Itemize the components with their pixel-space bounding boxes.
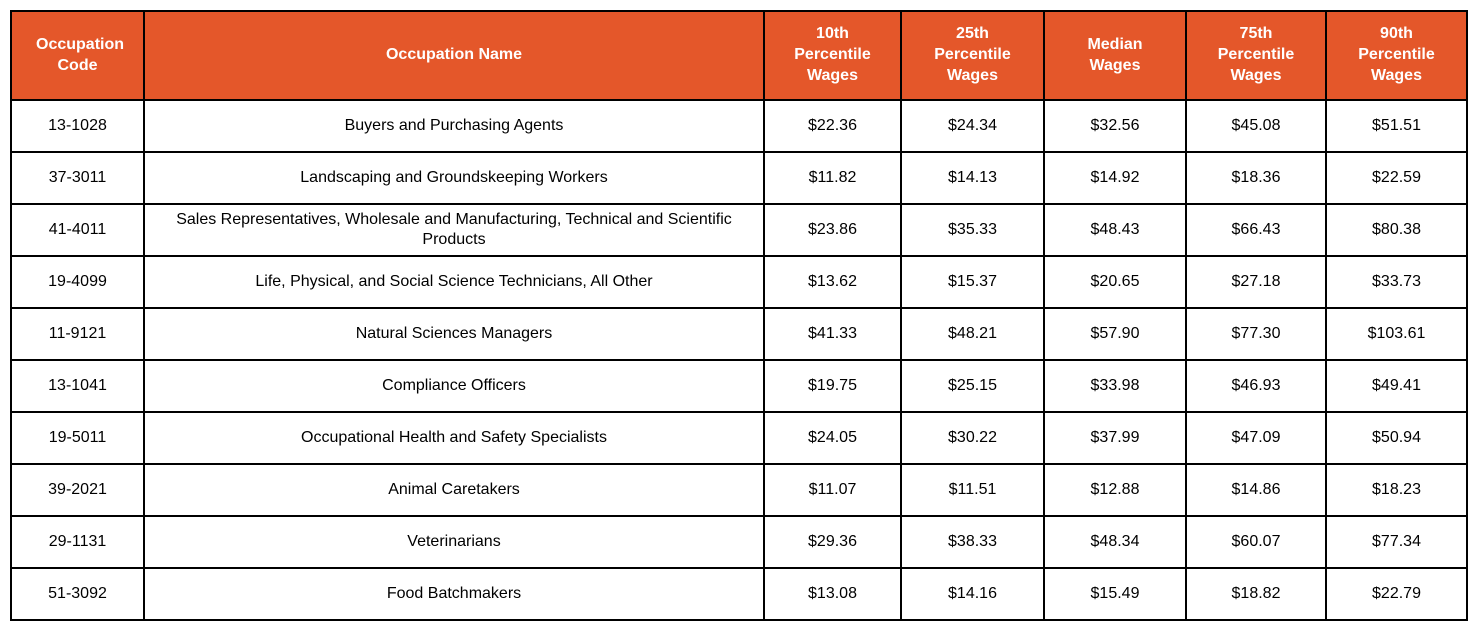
cell-wage-75th-percentile: $60.07 [1185,515,1327,569]
cell-wage-10th-percentile: $41.33 [763,307,902,361]
cell-occupation-code: 19-4099 [10,255,145,309]
cell-wage-90th-percentile: $22.59 [1325,151,1468,205]
cell-wage-75th-percentile: $27.18 [1185,255,1327,309]
table-body: 13-1028 Buyers and Purchasing Agents $22… [10,99,1468,621]
cell-occupation-code: 13-1041 [10,359,145,413]
cell-wage-10th-percentile: $23.86 [763,203,902,257]
table-row: 41-4011 Sales Representatives, Wholesale… [10,203,1468,257]
cell-wage-10th-percentile: $11.82 [763,151,902,205]
cell-wage-75th-percentile: $14.86 [1185,463,1327,517]
occupation-wages-table: Occupation Code Occupation Name 10th Per… [10,10,1468,621]
cell-occupation-name: Food Batchmakers [143,567,765,621]
cell-wage-25th-percentile: $24.34 [900,99,1045,153]
column-header-90th-percentile-wages: 90th Percentile Wages [1325,10,1468,101]
cell-wage-25th-percentile: $14.16 [900,567,1045,621]
cell-wage-10th-percentile: $11.07 [763,463,902,517]
header-row: Occupation Code Occupation Name 10th Per… [10,10,1468,101]
cell-wage-median: $20.65 [1043,255,1187,309]
cell-wage-75th-percentile: $66.43 [1185,203,1327,257]
cell-wage-median: $48.43 [1043,203,1187,257]
cell-occupation-name: Animal Caretakers [143,463,765,517]
cell-wage-90th-percentile: $80.38 [1325,203,1468,257]
cell-wage-median: $32.56 [1043,99,1187,153]
cell-wage-10th-percentile: $22.36 [763,99,902,153]
cell-wage-75th-percentile: $18.36 [1185,151,1327,205]
cell-wage-90th-percentile: $22.79 [1325,567,1468,621]
page-background: Occupation Code Occupation Name 10th Per… [10,10,1468,621]
cell-wage-25th-percentile: $30.22 [900,411,1045,465]
cell-occupation-name: Occupational Health and Safety Specialis… [143,411,765,465]
cell-occupation-code: 13-1028 [10,99,145,153]
cell-occupation-code: 41-4011 [10,203,145,257]
cell-occupation-name: Sales Representatives, Wholesale and Man… [143,203,765,257]
cell-occupation-code: 51-3092 [10,567,145,621]
cell-wage-75th-percentile: $77.30 [1185,307,1327,361]
cell-occupation-name: Compliance Officers [143,359,765,413]
cell-wage-75th-percentile: $47.09 [1185,411,1327,465]
cell-occupation-code: 11-9121 [10,307,145,361]
column-header-10th-percentile-wages: 10th Percentile Wages [763,10,902,101]
cell-occupation-name: Life, Physical, and Social Science Techn… [143,255,765,309]
cell-wage-10th-percentile: $24.05 [763,411,902,465]
cell-wage-25th-percentile: $15.37 [900,255,1045,309]
cell-wage-median: $14.92 [1043,151,1187,205]
table-row: 37-3011 Landscaping and Groundskeeping W… [10,151,1468,205]
cell-wage-25th-percentile: $11.51 [900,463,1045,517]
cell-wage-25th-percentile: $38.33 [900,515,1045,569]
column-header-median-wages: Median Wages [1043,10,1187,101]
table-row: 11-9121 Natural Sciences Managers $41.33… [10,307,1468,361]
table-row: 19-5011 Occupational Health and Safety S… [10,411,1468,465]
cell-wage-25th-percentile: $14.13 [900,151,1045,205]
cell-wage-median: $33.98 [1043,359,1187,413]
table-row: 29-1131 Veterinarians $29.36 $38.33 $48.… [10,515,1468,569]
table-row: 51-3092 Food Batchmakers $13.08 $14.16 $… [10,567,1468,621]
cell-occupation-code: 39-2021 [10,463,145,517]
table-row: 13-1028 Buyers and Purchasing Agents $22… [10,99,1468,153]
cell-wage-10th-percentile: $13.08 [763,567,902,621]
cell-wage-90th-percentile: $18.23 [1325,463,1468,517]
cell-wage-90th-percentile: $77.34 [1325,515,1468,569]
cell-wage-10th-percentile: $13.62 [763,255,902,309]
column-header-occupation-name: Occupation Name [143,10,765,101]
cell-wage-median: $48.34 [1043,515,1187,569]
cell-wage-90th-percentile: $50.94 [1325,411,1468,465]
cell-wage-75th-percentile: $18.82 [1185,567,1327,621]
cell-occupation-name: Landscaping and Groundskeeping Workers [143,151,765,205]
cell-occupation-code: 19-5011 [10,411,145,465]
cell-wage-90th-percentile: $103.61 [1325,307,1468,361]
cell-occupation-code: 37-3011 [10,151,145,205]
table-row: 39-2021 Animal Caretakers $11.07 $11.51 … [10,463,1468,517]
table-row: 13-1041 Compliance Officers $19.75 $25.1… [10,359,1468,413]
column-header-occupation-code: Occupation Code [10,10,145,101]
cell-occupation-code: 29-1131 [10,515,145,569]
cell-occupation-name: Veterinarians [143,515,765,569]
cell-wage-25th-percentile: $48.21 [900,307,1045,361]
column-header-25th-percentile-wages: 25th Percentile Wages [900,10,1045,101]
cell-wage-90th-percentile: $49.41 [1325,359,1468,413]
cell-wage-median: $37.99 [1043,411,1187,465]
cell-wage-median: $15.49 [1043,567,1187,621]
cell-occupation-name: Buyers and Purchasing Agents [143,99,765,153]
table-row: 19-4099 Life, Physical, and Social Scien… [10,255,1468,309]
cell-occupation-name: Natural Sciences Managers [143,307,765,361]
cell-wage-90th-percentile: $51.51 [1325,99,1468,153]
cell-wage-median: $12.88 [1043,463,1187,517]
column-header-75th-percentile-wages: 75th Percentile Wages [1185,10,1327,101]
cell-wage-25th-percentile: $35.33 [900,203,1045,257]
cell-wage-90th-percentile: $33.73 [1325,255,1468,309]
cell-wage-median: $57.90 [1043,307,1187,361]
cell-wage-25th-percentile: $25.15 [900,359,1045,413]
cell-wage-10th-percentile: $29.36 [763,515,902,569]
cell-wage-75th-percentile: $45.08 [1185,99,1327,153]
cell-wage-10th-percentile: $19.75 [763,359,902,413]
cell-wage-75th-percentile: $46.93 [1185,359,1327,413]
